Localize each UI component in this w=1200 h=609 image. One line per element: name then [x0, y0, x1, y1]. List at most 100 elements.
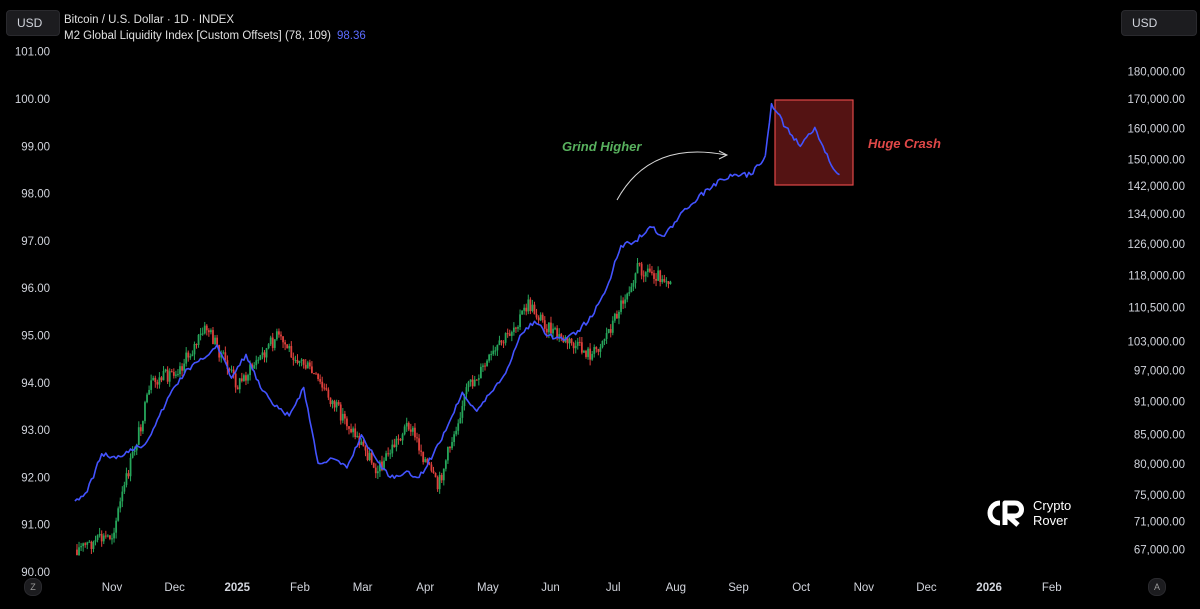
btc-candle-body	[591, 353, 594, 360]
btc-candle-body	[152, 377, 155, 381]
btc-candle-body	[337, 402, 340, 405]
btc-candle-body	[537, 317, 540, 321]
btc-candle-body	[548, 322, 550, 333]
btc-candle-body	[203, 325, 206, 334]
btc-candle-body	[205, 325, 208, 331]
btc-candle-body	[521, 310, 524, 315]
auto-scale-button[interactable]: A	[1148, 578, 1166, 596]
btc-candle-body	[288, 346, 291, 349]
btc-candle-body	[94, 539, 97, 542]
btc-candle-body	[383, 460, 385, 471]
btc-candle-body	[471, 379, 474, 387]
btc-candle-body	[447, 446, 449, 461]
btc-candle-body	[78, 547, 80, 556]
m2-liquidity-line	[74, 155, 767, 502]
btc-candle-body	[428, 462, 431, 465]
btc-candle-body	[189, 356, 192, 358]
btc-candle-body	[76, 549, 78, 556]
btc-candle-body	[335, 402, 338, 408]
btc-candle-body	[98, 533, 101, 536]
btc-candle-body	[578, 341, 581, 343]
btc-candle-body	[381, 461, 383, 471]
btc-candle-body	[510, 331, 513, 336]
btc-candle-body	[593, 347, 596, 354]
btc-candle-body	[255, 360, 258, 366]
btc-candle-body	[102, 535, 105, 542]
time-tick-label: Sep	[728, 582, 748, 594]
btc-candle-body	[146, 394, 148, 403]
time-tick-label: Mar	[353, 582, 373, 594]
btc-candle-body	[531, 304, 534, 312]
btc-candle-body	[346, 418, 348, 427]
left-axis: 101.00 100.00 99.00 98.00 97.00 96.00 95.00 94.…	[15, 47, 50, 579]
btc-candle-body	[477, 378, 480, 380]
huge-crash-annotation: Huge Crash	[868, 136, 941, 151]
btc-candle-body	[339, 404, 342, 421]
btc-candle-body	[313, 373, 315, 375]
right-tick-label: 160,000.00	[1127, 123, 1185, 135]
right-currency-button[interactable]: USD	[1121, 10, 1197, 36]
btc-candle-body	[187, 352, 190, 358]
btc-candle-body	[648, 268, 651, 272]
btc-candle-body	[515, 327, 517, 329]
right-tick-label: 142,000.00	[1127, 181, 1185, 193]
left-currency-button[interactable]: USD	[6, 10, 60, 36]
left-tick-label: 95.00	[21, 331, 50, 343]
btc-candle-body	[646, 268, 649, 273]
btc-candle-body	[212, 330, 214, 345]
btc-candle-body	[595, 347, 598, 350]
grind-higher-annotation: Grind Higher	[562, 139, 642, 154]
btc-candle-body	[426, 459, 429, 463]
btc-candle-body	[104, 535, 107, 537]
btc-candle-body	[374, 467, 377, 474]
indicator-legend: M2 Global Liquidity Index [Custom Offset…	[64, 30, 366, 42]
btc-candle-body	[362, 441, 365, 447]
right-tick-label: 80,000.00	[1134, 459, 1185, 471]
time-tick-label: Oct	[792, 582, 811, 594]
btc-candle-body	[568, 338, 571, 344]
btc-candle-body	[247, 375, 249, 381]
btc-candle-body	[111, 538, 113, 540]
left-tick-label: 91.00	[21, 520, 50, 532]
crypto-rover-logo-text: Crypto Rover	[1033, 498, 1071, 528]
btc-candle-body	[207, 330, 210, 333]
btc-candle-body	[160, 377, 163, 381]
btc-candle-body	[420, 450, 423, 452]
btc-candle-body	[502, 342, 505, 344]
btc-candle-body	[232, 369, 235, 374]
btc-candle-body	[523, 307, 526, 311]
btc-candle-body	[304, 364, 307, 369]
btc-candle-body	[323, 387, 326, 389]
left-tick-label: 92.00	[21, 472, 50, 484]
btc-candle-body	[391, 444, 394, 454]
btc-candle-body	[607, 329, 610, 334]
btc-candle-body	[185, 352, 188, 364]
left-tick-label: 101.00	[15, 47, 50, 59]
btc-candle-body	[539, 314, 542, 321]
btc-candle-body	[453, 434, 456, 443]
btc-candle-body	[574, 345, 577, 349]
btc-candle-body	[401, 434, 404, 441]
btc-candle-body	[144, 402, 146, 422]
btc-candle-body	[82, 543, 85, 547]
btc-candle-body	[442, 468, 445, 481]
btc-candle-body	[580, 342, 583, 353]
btc-candle-body	[634, 273, 637, 284]
btc-candle-body	[387, 453, 390, 455]
btc-candle-body	[416, 437, 418, 439]
zoom-button[interactable]: Z	[24, 578, 42, 596]
btc-candle-body	[214, 337, 216, 345]
btc-candle-body	[585, 350, 587, 357]
time-axis: Nov Dec 2025 Feb Mar Apr May Jun Jul Aug Sep Oct Nov…	[102, 582, 1062, 594]
btc-candle-body	[242, 375, 245, 382]
btc-candle-body	[113, 532, 115, 539]
btc-candle-body	[389, 453, 392, 455]
btc-candle-body	[473, 379, 476, 387]
btc-candle-body	[533, 304, 536, 315]
right-axis: 180,000.00 170,000.00 160,000.00 150,000.00…	[1127, 66, 1185, 556]
btc-candle-body	[308, 362, 311, 367]
btc-candle-body	[315, 373, 317, 375]
btc-candle-body	[166, 369, 169, 382]
btc-candle-body	[407, 422, 410, 430]
